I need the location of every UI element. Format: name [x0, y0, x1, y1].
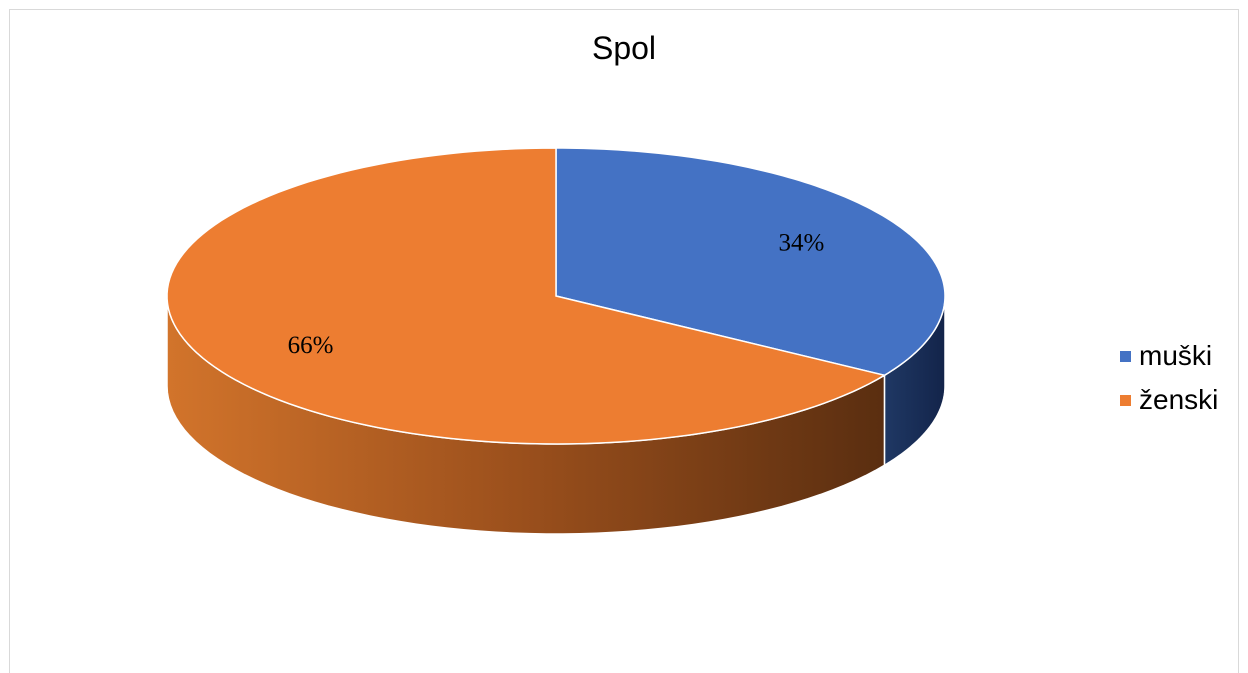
legend-item-muski: muški: [1120, 334, 1218, 378]
legend-swatch-zenski: [1120, 394, 1131, 406]
legend-label-muski: muški: [1139, 340, 1213, 371]
legend-label-zenski: ženski: [1139, 384, 1219, 415]
pie-labels: 34% 66%: [288, 229, 825, 359]
data-label-ženski: 66%: [288, 332, 334, 359]
legend: muški ženski: [1120, 334, 1218, 422]
legend-swatch-muski: [1120, 350, 1131, 362]
pie-tops: [166, 147, 946, 445]
chart-title: Spol: [591, 30, 657, 66]
pie-slice-muški: [555, 147, 946, 377]
pie-slice-ženski: [166, 147, 887, 445]
legend-item-zenski: ženski: [1120, 378, 1218, 422]
data-label-muški: 34%: [778, 229, 824, 256]
